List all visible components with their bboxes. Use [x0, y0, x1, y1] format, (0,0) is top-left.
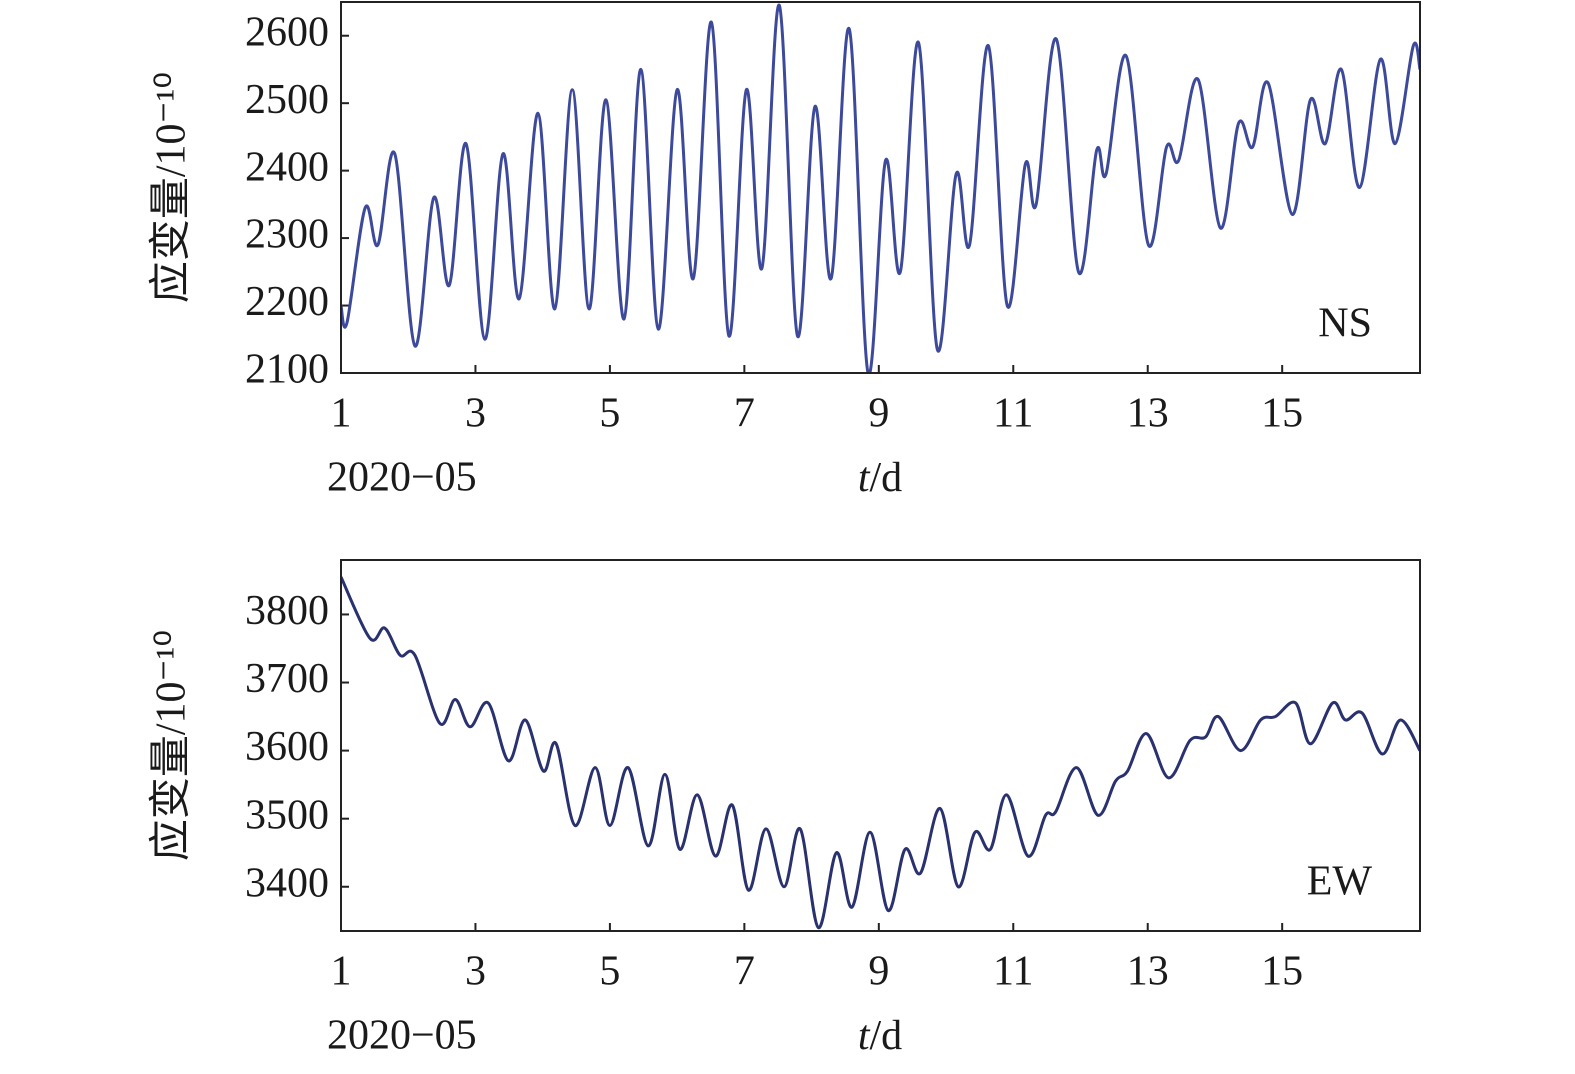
y-axis-label: 应变量/10⁻¹⁰ [148, 630, 195, 861]
y-tick-label: 2100 [245, 347, 329, 393]
x-tick-label: 7 [734, 949, 755, 995]
y-tick-label: 2600 [245, 9, 329, 55]
y-tick-label: 3500 [245, 792, 329, 838]
y-tick-label: 2300 [245, 212, 329, 258]
x-tick-label: 15 [1261, 949, 1303, 995]
x-label-var: t [858, 455, 871, 501]
x-tick-label: 1 [331, 391, 352, 437]
x-label-var: t [858, 1013, 871, 1059]
y-tick-label: 3700 [245, 656, 329, 702]
x-tick-label: 3 [465, 391, 486, 437]
y-axis-label: 应变量/10⁻¹⁰ [148, 72, 195, 303]
y-tick-label: 3800 [245, 588, 329, 634]
x-tick-label: 9 [868, 391, 889, 437]
date-label: 2020−05 [327, 455, 477, 501]
x-tick-label: 7 [734, 391, 755, 437]
data-line [341, 3, 1420, 373]
plot-frame [340, 559, 1421, 932]
x-axis-label: t/d [858, 455, 902, 501]
date-label: 2020−05 [327, 1013, 477, 1059]
x-axis-label: t/d [858, 1013, 902, 1059]
x-label-unit: /d [870, 455, 903, 501]
x-tick-label: 1 [331, 949, 352, 995]
x-tick-label: 13 [1127, 949, 1169, 995]
x-tick-label: 5 [599, 949, 620, 995]
y-tick-label: 2400 [245, 144, 329, 190]
x-tick-label: 9 [868, 949, 889, 995]
x-tick-label: 3 [465, 949, 486, 995]
x-tick-label: 11 [993, 949, 1033, 995]
annotation: NS [1318, 301, 1372, 347]
y-tick-label: 2500 [245, 77, 329, 123]
x-tick-label: 5 [599, 391, 620, 437]
x-tick-label: 11 [993, 391, 1033, 437]
y-tick-label: 2200 [245, 279, 329, 325]
y-tick-label: 3600 [245, 724, 329, 770]
y-tick-label: 3400 [245, 860, 329, 906]
x-tick-label: 13 [1127, 391, 1169, 437]
data-line [341, 576, 1420, 930]
x-tick-label: 15 [1261, 391, 1303, 437]
plot-frame [340, 1, 1421, 374]
x-label-unit: /d [870, 1013, 903, 1059]
annotation: EW [1307, 859, 1373, 905]
